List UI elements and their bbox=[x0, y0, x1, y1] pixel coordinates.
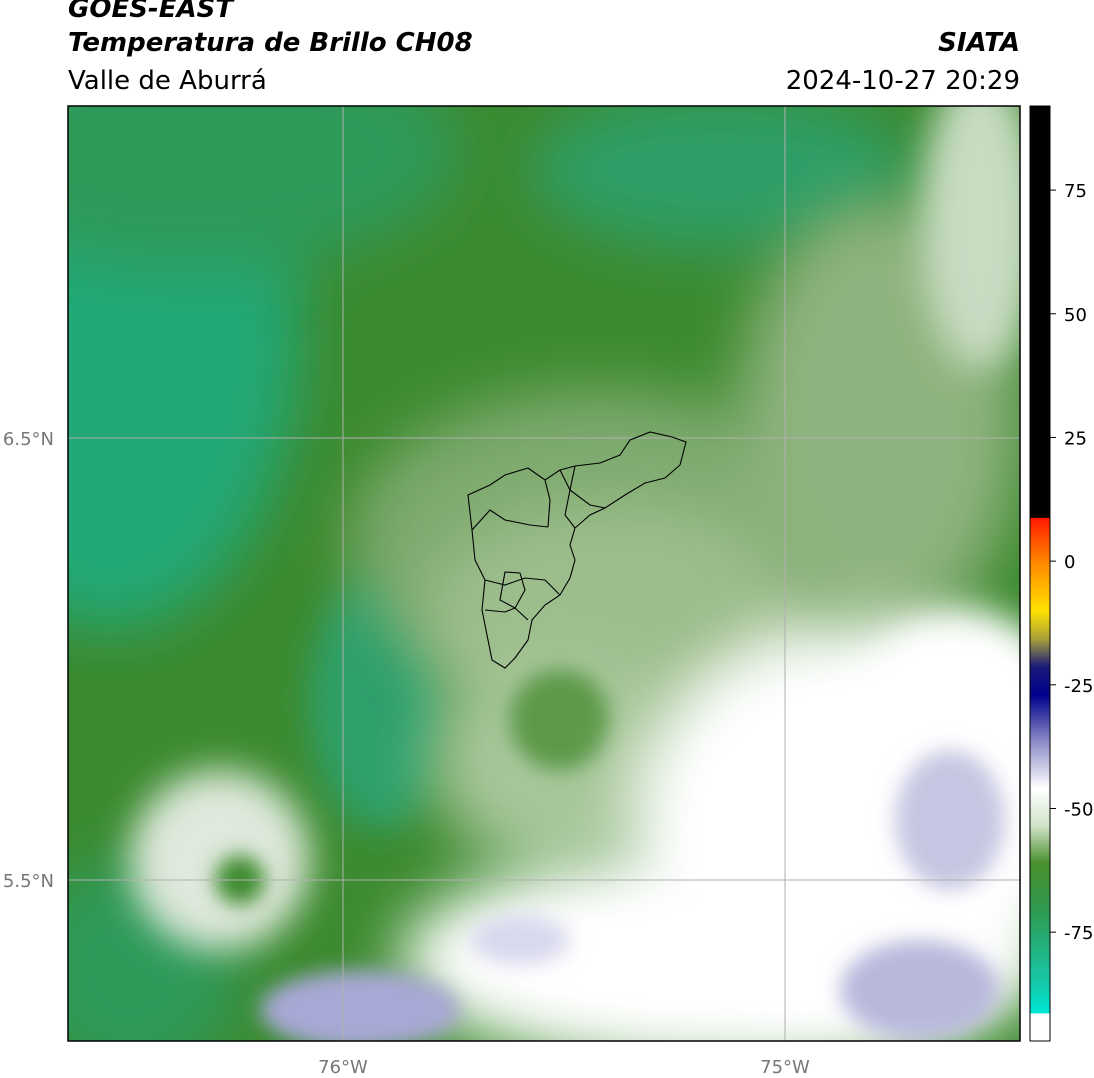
colorbar-tick-label: 25 bbox=[1064, 428, 1087, 449]
colorbar-tick-label: 0 bbox=[1064, 552, 1075, 573]
colorbar-tick-label: -25 bbox=[1064, 676, 1093, 697]
municipal-boundaries bbox=[467, 431, 687, 669]
lon-label: 76°W bbox=[318, 1057, 368, 1078]
lat-label: 5.5°N bbox=[3, 871, 54, 892]
timestamp-label: 2024-10-27 20:29 bbox=[785, 66, 1020, 96]
colorbar-tick-label: 50 bbox=[1064, 305, 1087, 326]
colorbar-tick-label: -50 bbox=[1064, 799, 1093, 820]
brightness-temperature-field bbox=[68, 106, 1020, 1041]
organization-label: SIATA bbox=[938, 28, 1020, 58]
colorbar-tick-label: 75 bbox=[1064, 181, 1087, 202]
lon-label: 75°W bbox=[760, 1057, 810, 1078]
colorbar-scale bbox=[1029, 105, 1051, 1042]
map-frame bbox=[67, 105, 1021, 1042]
subtitle-region: Valle de Aburrá bbox=[68, 66, 267, 96]
colorbar-tick-label: -75 bbox=[1064, 923, 1093, 944]
colorbar: 75 50 25 0 -25 -50 -75 bbox=[1029, 105, 1093, 1042]
graticule bbox=[68, 106, 1020, 1041]
lat-label: 6.5°N bbox=[3, 429, 54, 450]
title-satellite: GOES-EAST bbox=[68, 0, 234, 24]
title-product: Temperatura de Brillo CH08 bbox=[68, 28, 473, 58]
